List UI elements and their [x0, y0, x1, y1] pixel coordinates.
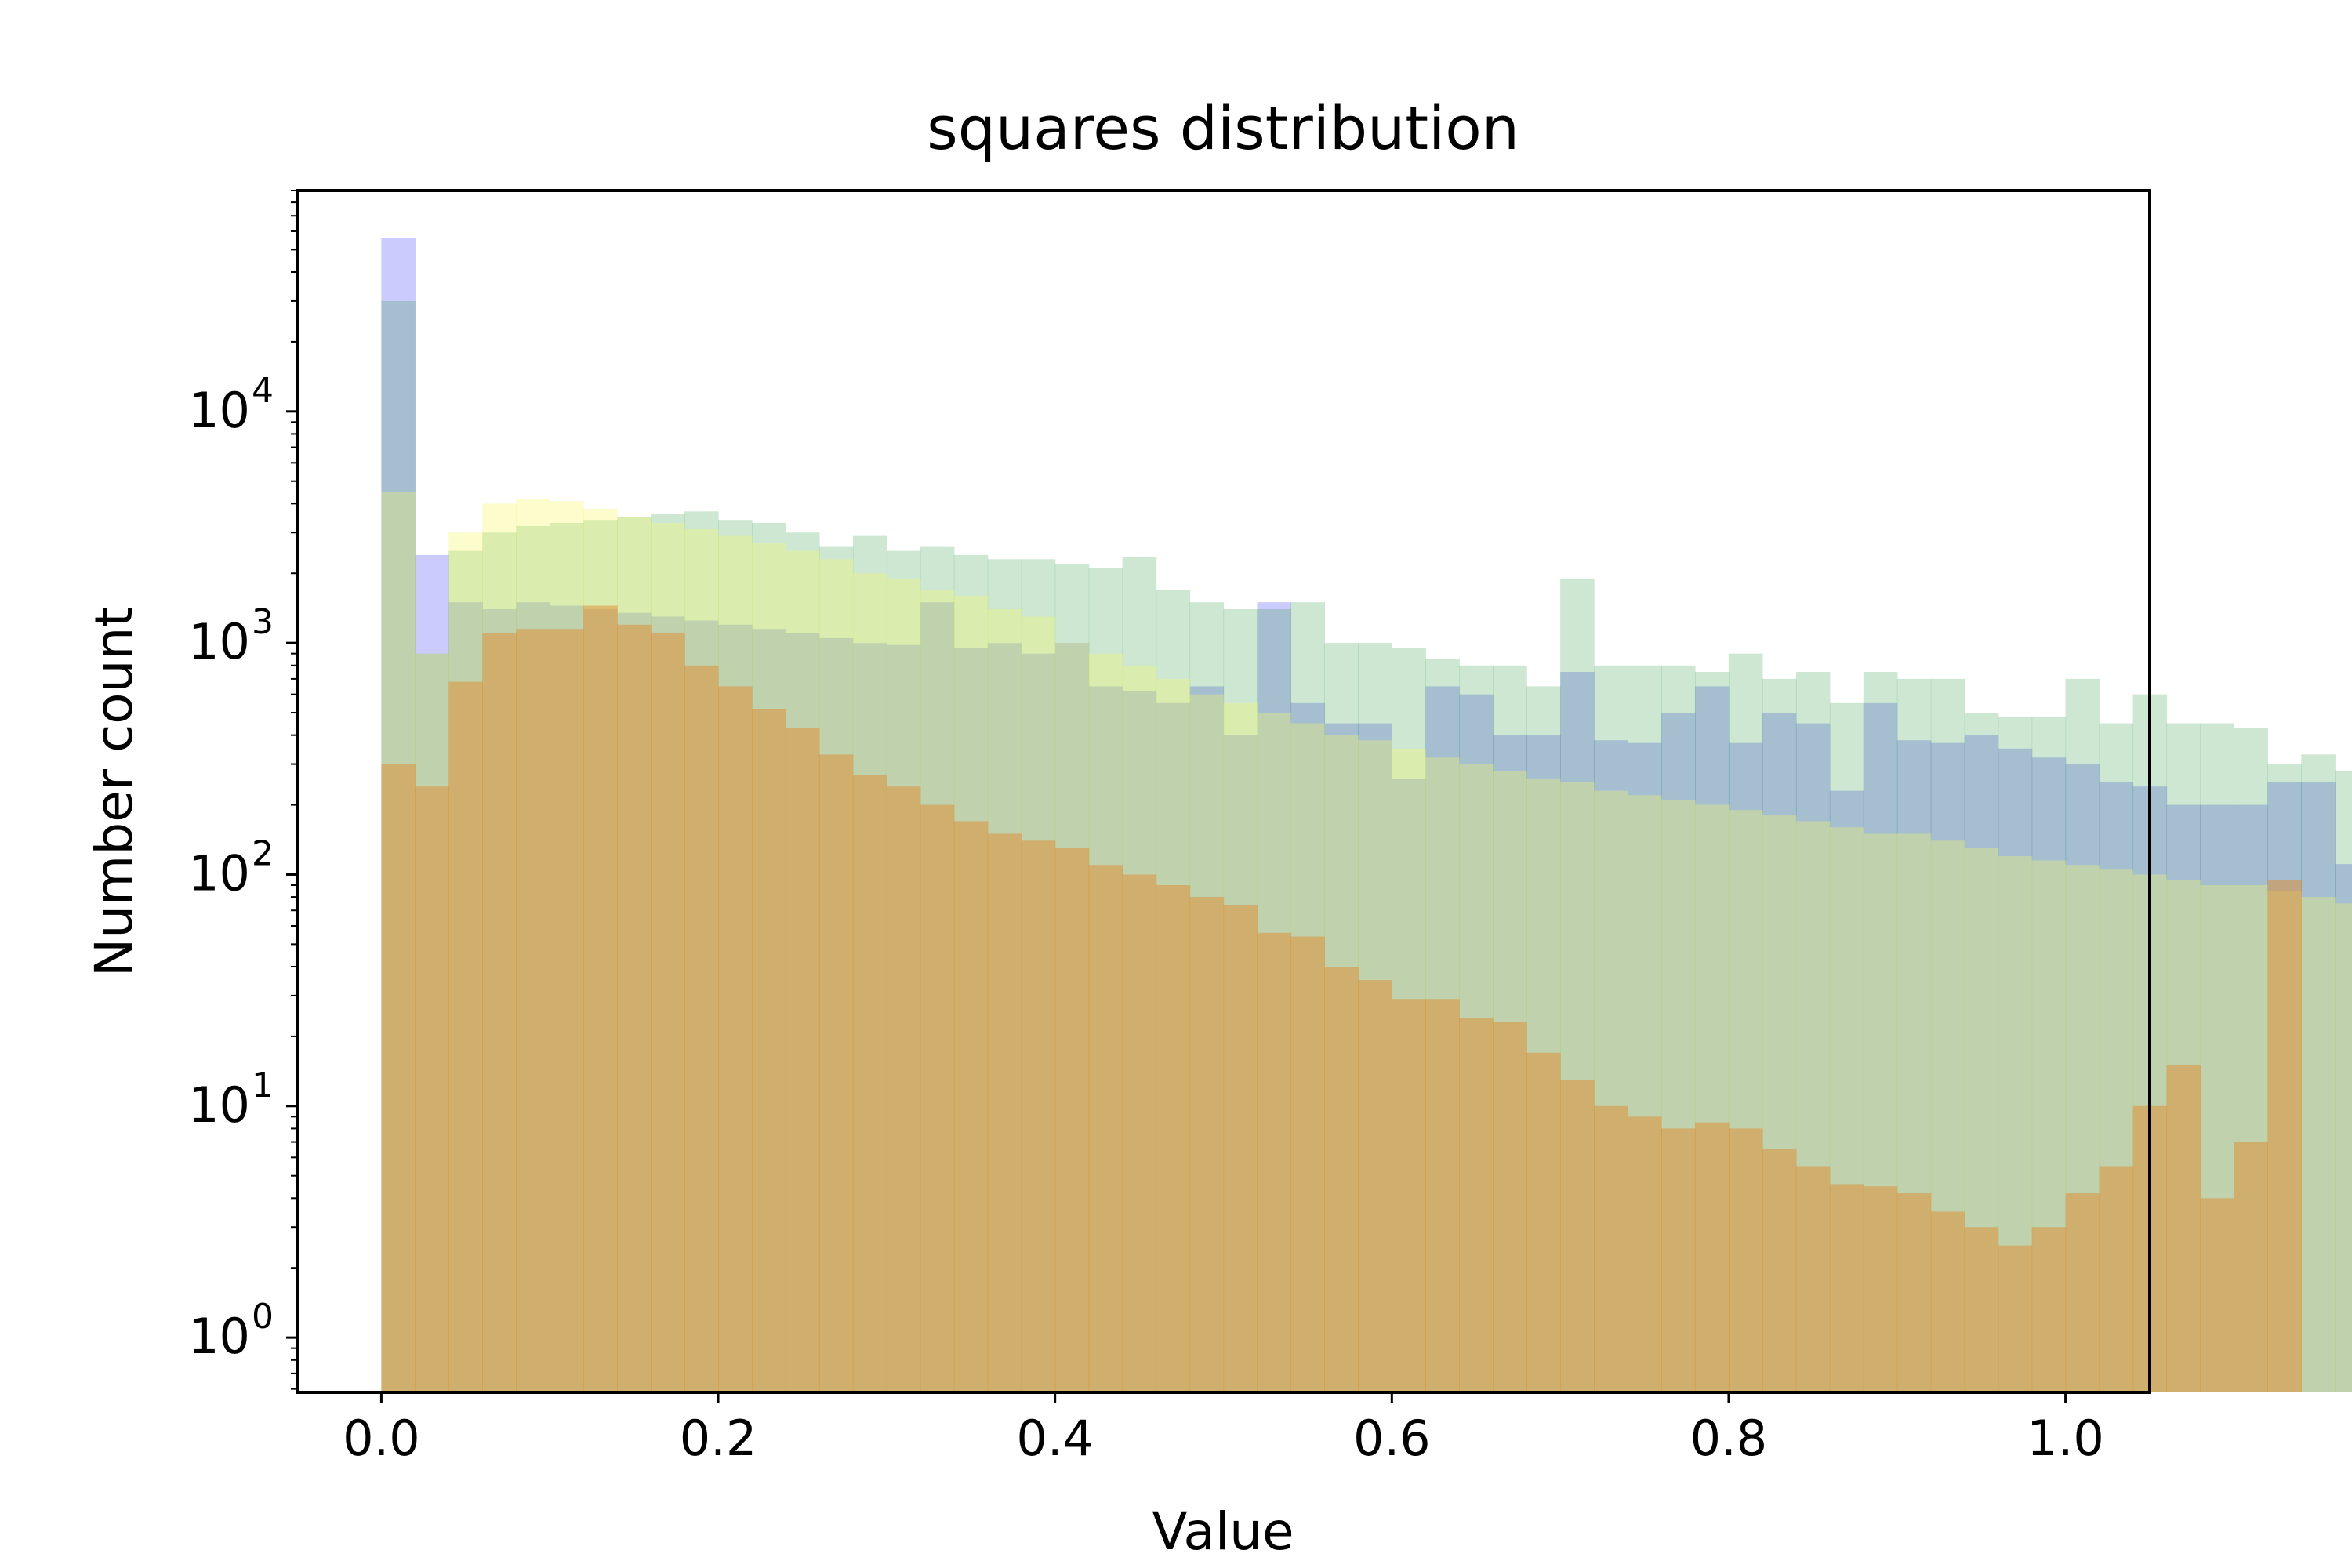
y-tick-label: 10	[188, 844, 250, 902]
histogram-bar	[1863, 1186, 1898, 1392]
histogram-bar	[1156, 884, 1191, 1392]
histogram-bar	[2031, 1227, 2067, 1392]
histogram-bar	[583, 605, 618, 1392]
y-tick-label: 10	[188, 1308, 250, 1365]
plot-frame	[296, 189, 2151, 1394]
histogram-bar	[2166, 1065, 2201, 1392]
histogram-bar	[617, 624, 652, 1392]
x-tick-label: 0.6	[1353, 1410, 1431, 1467]
histogram-bar	[1998, 1245, 2033, 1392]
y-tick-exponent: 3	[252, 602, 274, 642]
histogram-bar	[1930, 1211, 1965, 1392]
histogram-bar	[752, 709, 786, 1392]
histogram-bar	[2267, 880, 2302, 1392]
histogram-bar	[1795, 1166, 1831, 1392]
histogram-bar	[852, 775, 887, 1392]
histogram-bar	[1628, 1116, 1662, 1392]
histogram-bar	[1290, 936, 1325, 1392]
histogram-bar	[1526, 1052, 1561, 1392]
histogram-bar	[953, 821, 989, 1392]
histogram-bar	[550, 629, 584, 1392]
y-axis-label: Number count	[84, 607, 144, 977]
y-tick-exponent: 1	[252, 1065, 274, 1105]
histogram-bar	[2301, 897, 2336, 1392]
histogram-bar	[718, 686, 753, 1392]
histogram-bar	[415, 786, 449, 1392]
histogram-bar	[448, 681, 483, 1392]
histogram-bar	[1594, 1105, 1628, 1392]
histogram-bar	[1257, 932, 1292, 1392]
histogram-bar	[1661, 1128, 1696, 1392]
histogram-bar	[1896, 1193, 1932, 1392]
histogram-bar	[381, 764, 416, 1392]
histogram-bar	[1493, 1022, 1527, 1392]
x-axis: 0.0 0.2 0.4 0.6 0.8 1.0	[343, 1392, 2104, 1467]
histogram-bar	[1358, 980, 1392, 1392]
histogram-bar	[785, 728, 820, 1392]
bars-layer	[381, 238, 2352, 1393]
histogram-bar	[2065, 1193, 2100, 1392]
histogram-bar	[2200, 1198, 2235, 1392]
histogram-bar	[1964, 1227, 1999, 1392]
histogram-bar	[2301, 782, 2336, 1392]
histogram-bar	[1324, 967, 1359, 1392]
histogram-bar	[1459, 1018, 1494, 1392]
y-tick-exponent: 2	[252, 833, 274, 873]
histogram-bar	[886, 786, 921, 1392]
histogram-bar	[818, 754, 854, 1392]
histogram-bar	[1762, 1149, 1797, 1392]
x-tick-label: 0.8	[1690, 1410, 1768, 1467]
y-tick-exponent: 0	[252, 1297, 274, 1337]
y-tick-exponent: 4	[252, 371, 274, 411]
histogram-bar	[684, 665, 719, 1392]
histogram-bar	[2335, 864, 2352, 1392]
histogram-bar	[2234, 1142, 2268, 1392]
histogram-bar	[1088, 865, 1123, 1392]
histogram-bar	[1425, 999, 1460, 1392]
histogram-bar	[1021, 840, 1056, 1392]
histogram-bar	[1829, 1184, 1864, 1392]
histogram-series-3	[381, 605, 2302, 1392]
x-tick-label: 0.2	[680, 1410, 757, 1467]
histogram-bar	[2099, 1166, 2134, 1392]
histogram-bar	[1392, 999, 1426, 1392]
x-axis-label: Value	[1152, 1501, 1294, 1562]
y-tick-label: 10	[188, 382, 250, 439]
histogram-bar	[2335, 771, 2352, 1392]
histogram-bar	[1122, 874, 1157, 1392]
histogram-bar	[2335, 903, 2352, 1392]
histogram-bar	[1054, 848, 1090, 1392]
histogram-bar	[1560, 1080, 1595, 1392]
chart-title: squares distribution	[927, 93, 1519, 163]
histogram-bar	[516, 629, 550, 1392]
y-tick-label: 10	[188, 613, 250, 670]
histogram-bar	[1189, 897, 1225, 1392]
histogram-bar	[1223, 905, 1258, 1392]
x-tick-label: 0.0	[343, 1410, 420, 1467]
x-tick-label: 1.0	[2027, 1410, 2104, 1467]
y-tick-label: 10	[188, 1076, 250, 1134]
histogram-bar	[2301, 754, 2336, 1392]
histogram-bar	[651, 633, 685, 1392]
histogram-bar	[1728, 1128, 1763, 1392]
histogram-bar	[1694, 1122, 1730, 1392]
histogram-bar	[987, 833, 1022, 1392]
histogram-bar	[920, 804, 955, 1392]
x-tick-label: 0.4	[1016, 1410, 1094, 1467]
histogram-bar	[482, 633, 517, 1392]
